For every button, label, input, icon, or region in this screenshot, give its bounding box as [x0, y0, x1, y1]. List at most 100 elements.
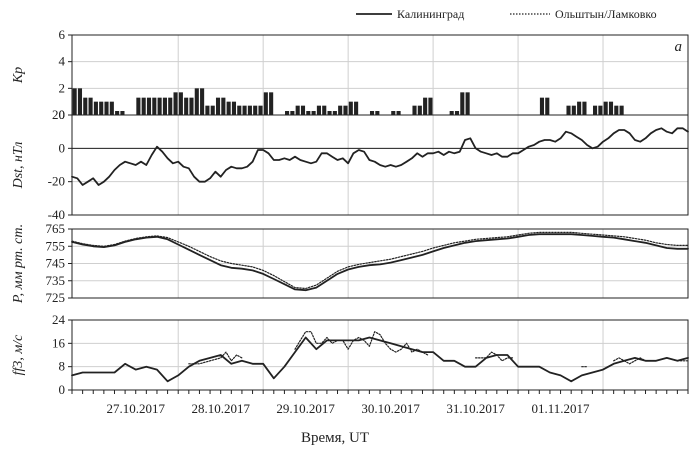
kp-bar	[269, 92, 274, 115]
kp-bar	[247, 105, 252, 115]
y-tick-label: 24	[52, 312, 66, 327]
kp-bar	[93, 101, 98, 115]
y-tick-label: 16	[52, 335, 66, 350]
y-tick-label: 6	[59, 27, 66, 42]
kp-bar	[173, 92, 178, 115]
kp-bar	[115, 111, 120, 115]
kp-bar	[391, 111, 396, 115]
kp-bar	[306, 111, 311, 115]
kp-bar	[157, 97, 162, 115]
kp-bar	[237, 105, 242, 115]
panel-frame	[71, 114, 689, 216]
legend: Калининград Ольштын/Ламковко	[356, 7, 657, 21]
series-line-kaliningrad	[71, 233, 689, 292]
kp-bar	[194, 88, 199, 115]
kp-bar	[454, 111, 460, 115]
kp-bar	[184, 97, 189, 115]
kp-bar	[231, 101, 237, 115]
y-tick-label: 745	[46, 256, 66, 271]
kp-bar	[162, 97, 167, 115]
kp-bar	[152, 97, 157, 115]
kp-bar	[428, 97, 433, 115]
y-tick-label: 4	[59, 54, 66, 69]
panel-p: 725 735 745 755 765 P, мм рт. ст.	[11, 221, 689, 305]
kp-bar	[593, 105, 598, 115]
kp-bar	[83, 97, 88, 115]
kp-bar	[338, 105, 343, 115]
x-date-label: 27.10.2017	[106, 401, 165, 416]
kp-bar	[369, 111, 375, 115]
x-axis-title: Время, UT	[301, 430, 369, 446]
kp-bar	[258, 105, 263, 115]
kp-bar	[603, 101, 608, 115]
kp-bar	[608, 101, 614, 115]
kp-bar	[619, 105, 624, 115]
y-tick-label: 8	[59, 359, 66, 374]
kp-bar	[200, 88, 205, 115]
y-tick-label: 0	[59, 382, 66, 397]
kp-bar	[582, 101, 587, 115]
panel-kp: 0 2 4 6 Kp a	[11, 27, 689, 122]
legend-label-kaliningrad: Калининград	[397, 7, 464, 21]
kp-bar	[311, 111, 316, 115]
kp-bar	[104, 101, 109, 115]
y-tick-label: 755	[46, 238, 66, 253]
y-tick-label: 2	[59, 80, 66, 95]
kp-bar	[375, 111, 380, 115]
series-line-kaliningrad	[71, 127, 689, 186]
kp-bar	[423, 97, 428, 115]
y-tick-label: 0	[59, 107, 66, 122]
kp-bar	[322, 105, 327, 115]
kp-bar	[290, 111, 295, 115]
kp-bar	[449, 111, 454, 115]
y-axis-label: ff3, м/с	[11, 334, 26, 376]
kp-bar	[539, 97, 545, 115]
x-date-label: 31.10.2017	[446, 401, 505, 416]
x-date-label: 01.11.2017	[532, 401, 591, 416]
kp-bar	[88, 97, 93, 115]
kp-bar	[263, 92, 268, 115]
kp-bar	[77, 88, 83, 115]
kp-bar	[348, 101, 353, 115]
kp-bar	[343, 105, 348, 115]
kp-bar	[189, 97, 194, 115]
x-date-label: 30.10.2017	[361, 401, 420, 416]
kp-bar	[571, 105, 576, 115]
kp-bar	[354, 101, 359, 115]
y-tick-label: 735	[46, 273, 66, 288]
y-tick-label: 725	[46, 290, 66, 305]
kp-bar	[545, 97, 550, 115]
kp-bar	[253, 105, 258, 115]
panel-frame	[71, 319, 689, 391]
kp-bar	[566, 105, 571, 115]
kp-bar	[295, 105, 300, 115]
kp-bar	[285, 111, 290, 115]
kp-bar	[577, 101, 582, 115]
legend-label-olsztyn: Ольштын/Ламковко	[555, 7, 657, 21]
kp-bar	[141, 97, 146, 115]
kp-bar	[205, 105, 210, 115]
kp-bar	[417, 105, 422, 115]
kp-bar	[300, 105, 306, 115]
kp-bar	[242, 105, 247, 115]
y-axis-label: Dst, нТл	[11, 142, 26, 190]
kp-bar	[215, 97, 221, 115]
y-tick-label: 20	[52, 107, 65, 122]
kp-bar	[72, 88, 77, 115]
kp-bar	[99, 101, 104, 115]
panel-ff3: 0 8 16 24 ff3, м/с	[11, 312, 689, 397]
kp-bar	[412, 105, 417, 115]
kp-bar	[460, 92, 465, 115]
kp-bar	[168, 97, 173, 115]
y-axis-label: Kp	[11, 67, 26, 84]
y-tick-label: -20	[48, 174, 65, 189]
series-line-olsztyn	[188, 331, 689, 368]
kp-bar	[120, 111, 125, 115]
kp-bar	[316, 105, 321, 115]
kp-bar	[598, 105, 603, 115]
kp-bar	[146, 97, 152, 115]
kp-bar	[226, 101, 231, 115]
y-tick-label: 765	[46, 221, 66, 236]
